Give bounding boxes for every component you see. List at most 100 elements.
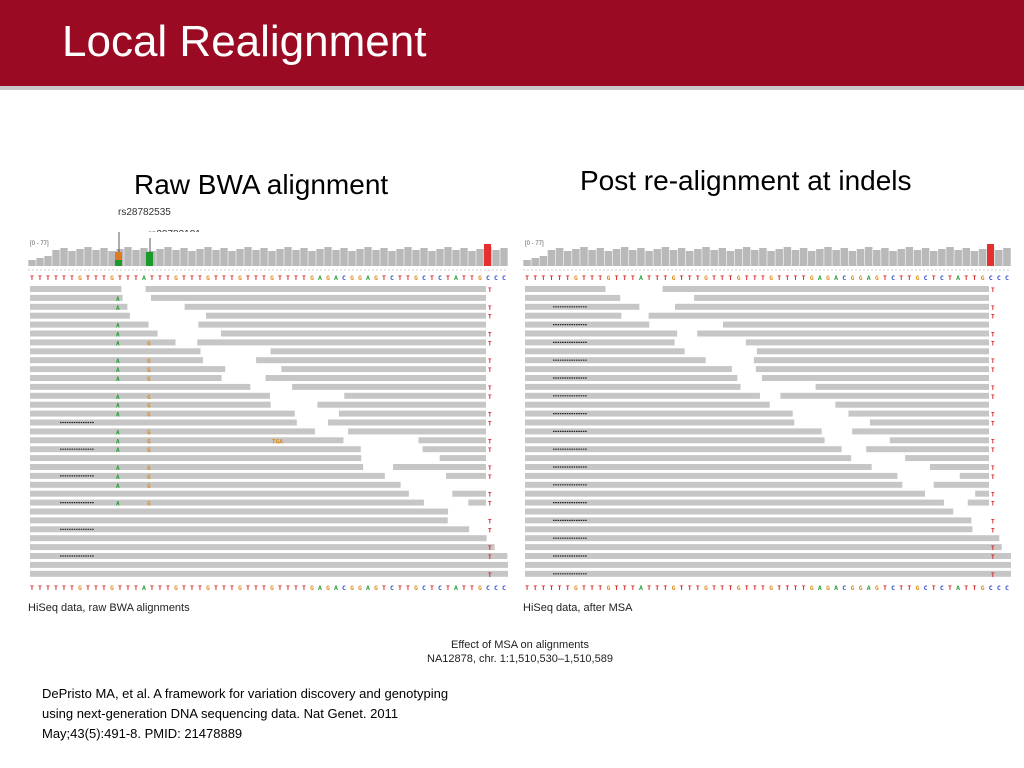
read bbox=[338, 410, 486, 417]
reference-base-bottom: C bbox=[494, 584, 498, 592]
read bbox=[30, 357, 203, 364]
reference-base-bottom: T bbox=[190, 584, 194, 592]
reference-base-top: G bbox=[326, 274, 330, 282]
reference-base-top: T bbox=[907, 274, 911, 282]
read bbox=[525, 366, 732, 373]
reference-base-top: G bbox=[981, 274, 985, 282]
coverage-bar bbox=[539, 256, 548, 266]
reference-base-bottom: C bbox=[989, 584, 993, 592]
reference-base-bottom: G bbox=[916, 584, 920, 592]
coverage-bar bbox=[742, 247, 751, 266]
read bbox=[674, 303, 989, 310]
mismatch-base: T bbox=[488, 314, 492, 321]
reference-base-top: T bbox=[720, 274, 724, 282]
read bbox=[30, 366, 226, 373]
reference-base-top: T bbox=[631, 274, 635, 282]
coverage-bar bbox=[476, 249, 484, 266]
coverage-bar bbox=[236, 249, 244, 266]
reference-base-bottom: T bbox=[150, 584, 154, 592]
reference-base-bottom: G bbox=[478, 584, 482, 592]
read bbox=[30, 544, 495, 551]
reference-base-top: A bbox=[366, 274, 370, 282]
reference-base-bottom: T bbox=[720, 584, 724, 592]
coverage-bar bbox=[356, 249, 364, 266]
coverage-bar bbox=[604, 251, 613, 266]
reference-base-bottom: T bbox=[680, 584, 684, 592]
coverage-bar bbox=[946, 247, 954, 266]
reference-base-top: T bbox=[190, 274, 194, 282]
mismatch-base: T bbox=[488, 447, 492, 454]
coverage-bar bbox=[523, 260, 531, 266]
reference-base-top: T bbox=[972, 274, 976, 282]
read bbox=[256, 357, 486, 364]
reference-base-top: C bbox=[940, 274, 944, 282]
coverage-bar bbox=[396, 249, 404, 266]
reference-base-top: T bbox=[525, 274, 529, 282]
mismatch-base: G bbox=[147, 367, 151, 374]
read bbox=[525, 446, 842, 453]
reference-base-top: T bbox=[462, 274, 466, 282]
coverage-bar bbox=[629, 250, 637, 266]
read bbox=[30, 312, 130, 319]
read bbox=[30, 526, 470, 533]
mismatch-text: TGA bbox=[272, 438, 283, 445]
reference-base-top: T bbox=[70, 274, 74, 282]
right-alignment-panel: [0 - 77] T T T T T T G T T T G T T T A T T T G T T T G T T T G T T T G T… bbox=[523, 232, 1011, 600]
coverage-bar bbox=[124, 247, 132, 266]
reference-base-top: C bbox=[342, 274, 346, 282]
reference-base-bottom: T bbox=[222, 584, 226, 592]
read bbox=[905, 455, 989, 462]
reference-base-bottom: T bbox=[262, 584, 266, 592]
reference-base-top: A bbox=[454, 274, 458, 282]
reference-base-bottom: T bbox=[590, 584, 594, 592]
read bbox=[525, 508, 954, 515]
read bbox=[30, 375, 222, 381]
mismatch-base: T bbox=[991, 385, 995, 392]
read bbox=[525, 472, 898, 479]
reference-base-bottom: G bbox=[574, 584, 578, 592]
read bbox=[220, 330, 486, 337]
reference-base-bottom: T bbox=[430, 584, 434, 592]
read bbox=[525, 499, 944, 506]
reference-base-top: T bbox=[696, 274, 700, 282]
reference-base-top: T bbox=[541, 274, 545, 282]
citation-line-3: May;43(5):491-8. PMID: 21478889 bbox=[42, 726, 243, 741]
reference-base-bottom: G bbox=[704, 584, 708, 592]
reference-base-bottom: T bbox=[398, 584, 402, 592]
citation: DePristo MA, et al. A framework for vari… bbox=[42, 684, 562, 744]
reference-base-bottom: C bbox=[997, 584, 1001, 592]
reference-base-bottom: T bbox=[214, 584, 218, 592]
reference-base-top: T bbox=[802, 274, 806, 282]
reference-base-top: A bbox=[318, 274, 322, 282]
reference-base-bottom: T bbox=[134, 584, 138, 592]
coverage-bar bbox=[60, 248, 68, 266]
reference-base-bottom: G bbox=[78, 584, 82, 592]
reference-base-bottom: C bbox=[502, 584, 506, 592]
mismatch-base: T bbox=[488, 527, 492, 534]
read bbox=[525, 339, 675, 346]
mismatch-base: G bbox=[147, 376, 151, 383]
reference-base-bottom: G bbox=[110, 584, 114, 592]
reference-base-bottom: G bbox=[826, 584, 830, 592]
coverage-bar bbox=[340, 248, 348, 266]
reference-base-top: T bbox=[899, 274, 903, 282]
coverage-bar bbox=[188, 251, 196, 266]
mismatch-base: G bbox=[147, 429, 151, 436]
reference-base-bottom: T bbox=[62, 584, 66, 592]
mismatch-base: A bbox=[116, 394, 120, 401]
title-bar-shadow bbox=[0, 86, 1024, 90]
read bbox=[30, 286, 122, 292]
read bbox=[959, 472, 989, 479]
coverage-bar bbox=[889, 251, 897, 266]
coverage-bar bbox=[324, 247, 332, 266]
reference-base-top: T bbox=[46, 274, 50, 282]
coverage-bar bbox=[873, 250, 881, 266]
reference-base-top: T bbox=[102, 274, 106, 282]
read bbox=[393, 464, 486, 470]
coverage-bar bbox=[669, 250, 678, 266]
mismatch-base: T bbox=[991, 492, 995, 499]
reference-base-top: T bbox=[86, 274, 90, 282]
read bbox=[30, 499, 424, 506]
coverage-bar bbox=[140, 248, 148, 266]
reference-base-top: T bbox=[785, 274, 789, 282]
